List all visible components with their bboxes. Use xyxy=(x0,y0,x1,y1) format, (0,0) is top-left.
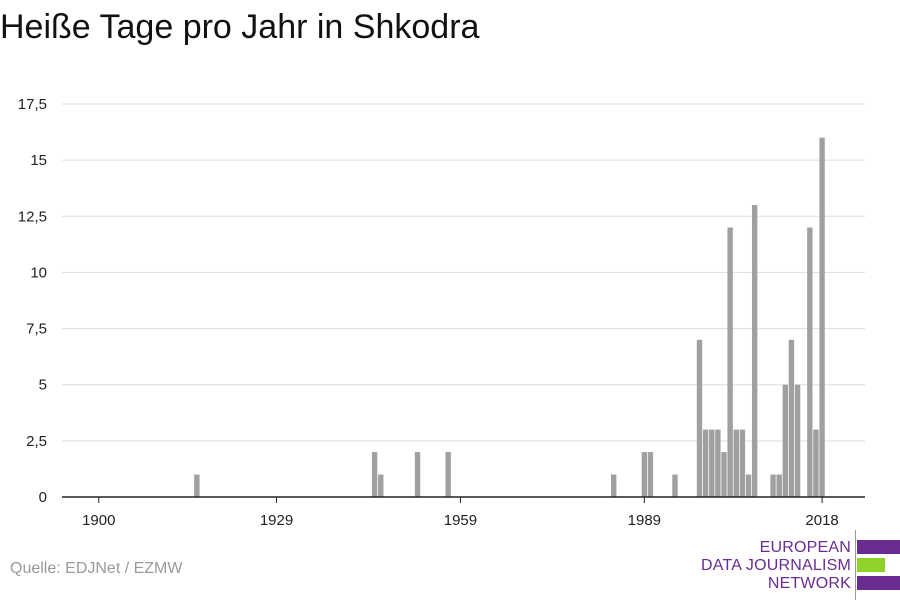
bar xyxy=(641,452,648,497)
bar xyxy=(672,474,678,497)
y-tick-label: 17,5 xyxy=(18,96,47,113)
edjnet-logo: EUROPEAN DATA JOURNALISM NETWORK xyxy=(700,530,900,600)
bar xyxy=(378,474,384,497)
chart-title: Heiße Tage pro Jahr in Shkodra xyxy=(0,8,480,46)
grid-lines xyxy=(62,103,865,442)
bar xyxy=(715,429,721,497)
x-tick-label: 1989 xyxy=(628,512,661,529)
bar xyxy=(770,474,776,497)
bar xyxy=(709,429,715,497)
bar xyxy=(788,339,795,497)
bar xyxy=(794,384,801,497)
bar xyxy=(647,452,654,497)
bar xyxy=(445,452,451,497)
bar xyxy=(371,452,378,497)
y-tick-label: 12,5 xyxy=(18,208,47,225)
x-tick-label: 2018 xyxy=(805,512,838,529)
logo-bar-green xyxy=(857,558,885,572)
y-tick-label: 2,5 xyxy=(26,433,47,450)
logo-text-line-1: EUROPEAN xyxy=(759,539,851,556)
bar xyxy=(745,474,752,497)
x-tick-label: 1959 xyxy=(444,512,477,529)
x-tick-label: 1900 xyxy=(82,512,115,529)
bars xyxy=(194,137,825,498)
bar xyxy=(819,137,825,497)
bar xyxy=(702,429,709,497)
bar xyxy=(807,227,813,497)
bar xyxy=(776,474,782,497)
bar xyxy=(721,452,727,497)
bar xyxy=(610,474,617,497)
y-tick-label: 7,5 xyxy=(26,321,47,338)
y-axis-ticks: 0 2,5 5 7,5 10 12,5 15 17,5 xyxy=(18,96,47,506)
bar xyxy=(733,429,739,497)
y-tick-label: 10 xyxy=(30,264,47,281)
source-note: Quelle: EDJNet / EZMW xyxy=(10,560,183,577)
bar xyxy=(414,452,421,497)
logo-text-line-2: DATA JOURNALISM xyxy=(701,557,851,574)
bar xyxy=(751,205,758,498)
bar xyxy=(727,227,733,497)
bar xyxy=(813,429,819,497)
logo-bar-purple-top xyxy=(857,540,900,554)
logo-bar-purple-bottom xyxy=(857,576,900,590)
y-tick-label: 5 xyxy=(39,377,47,394)
bar xyxy=(739,429,746,497)
logo-text-line-3: NETWORK xyxy=(767,575,851,592)
bar xyxy=(782,384,789,497)
x-axis-ticks: 1900 1929 1959 1989 2018 xyxy=(82,497,839,529)
bar xyxy=(696,339,703,497)
x-tick-label: 1929 xyxy=(260,512,293,529)
y-tick-label: 0 xyxy=(39,489,47,506)
logo-divider xyxy=(855,530,856,600)
y-tick-label: 15 xyxy=(30,152,47,169)
bar xyxy=(194,474,200,497)
